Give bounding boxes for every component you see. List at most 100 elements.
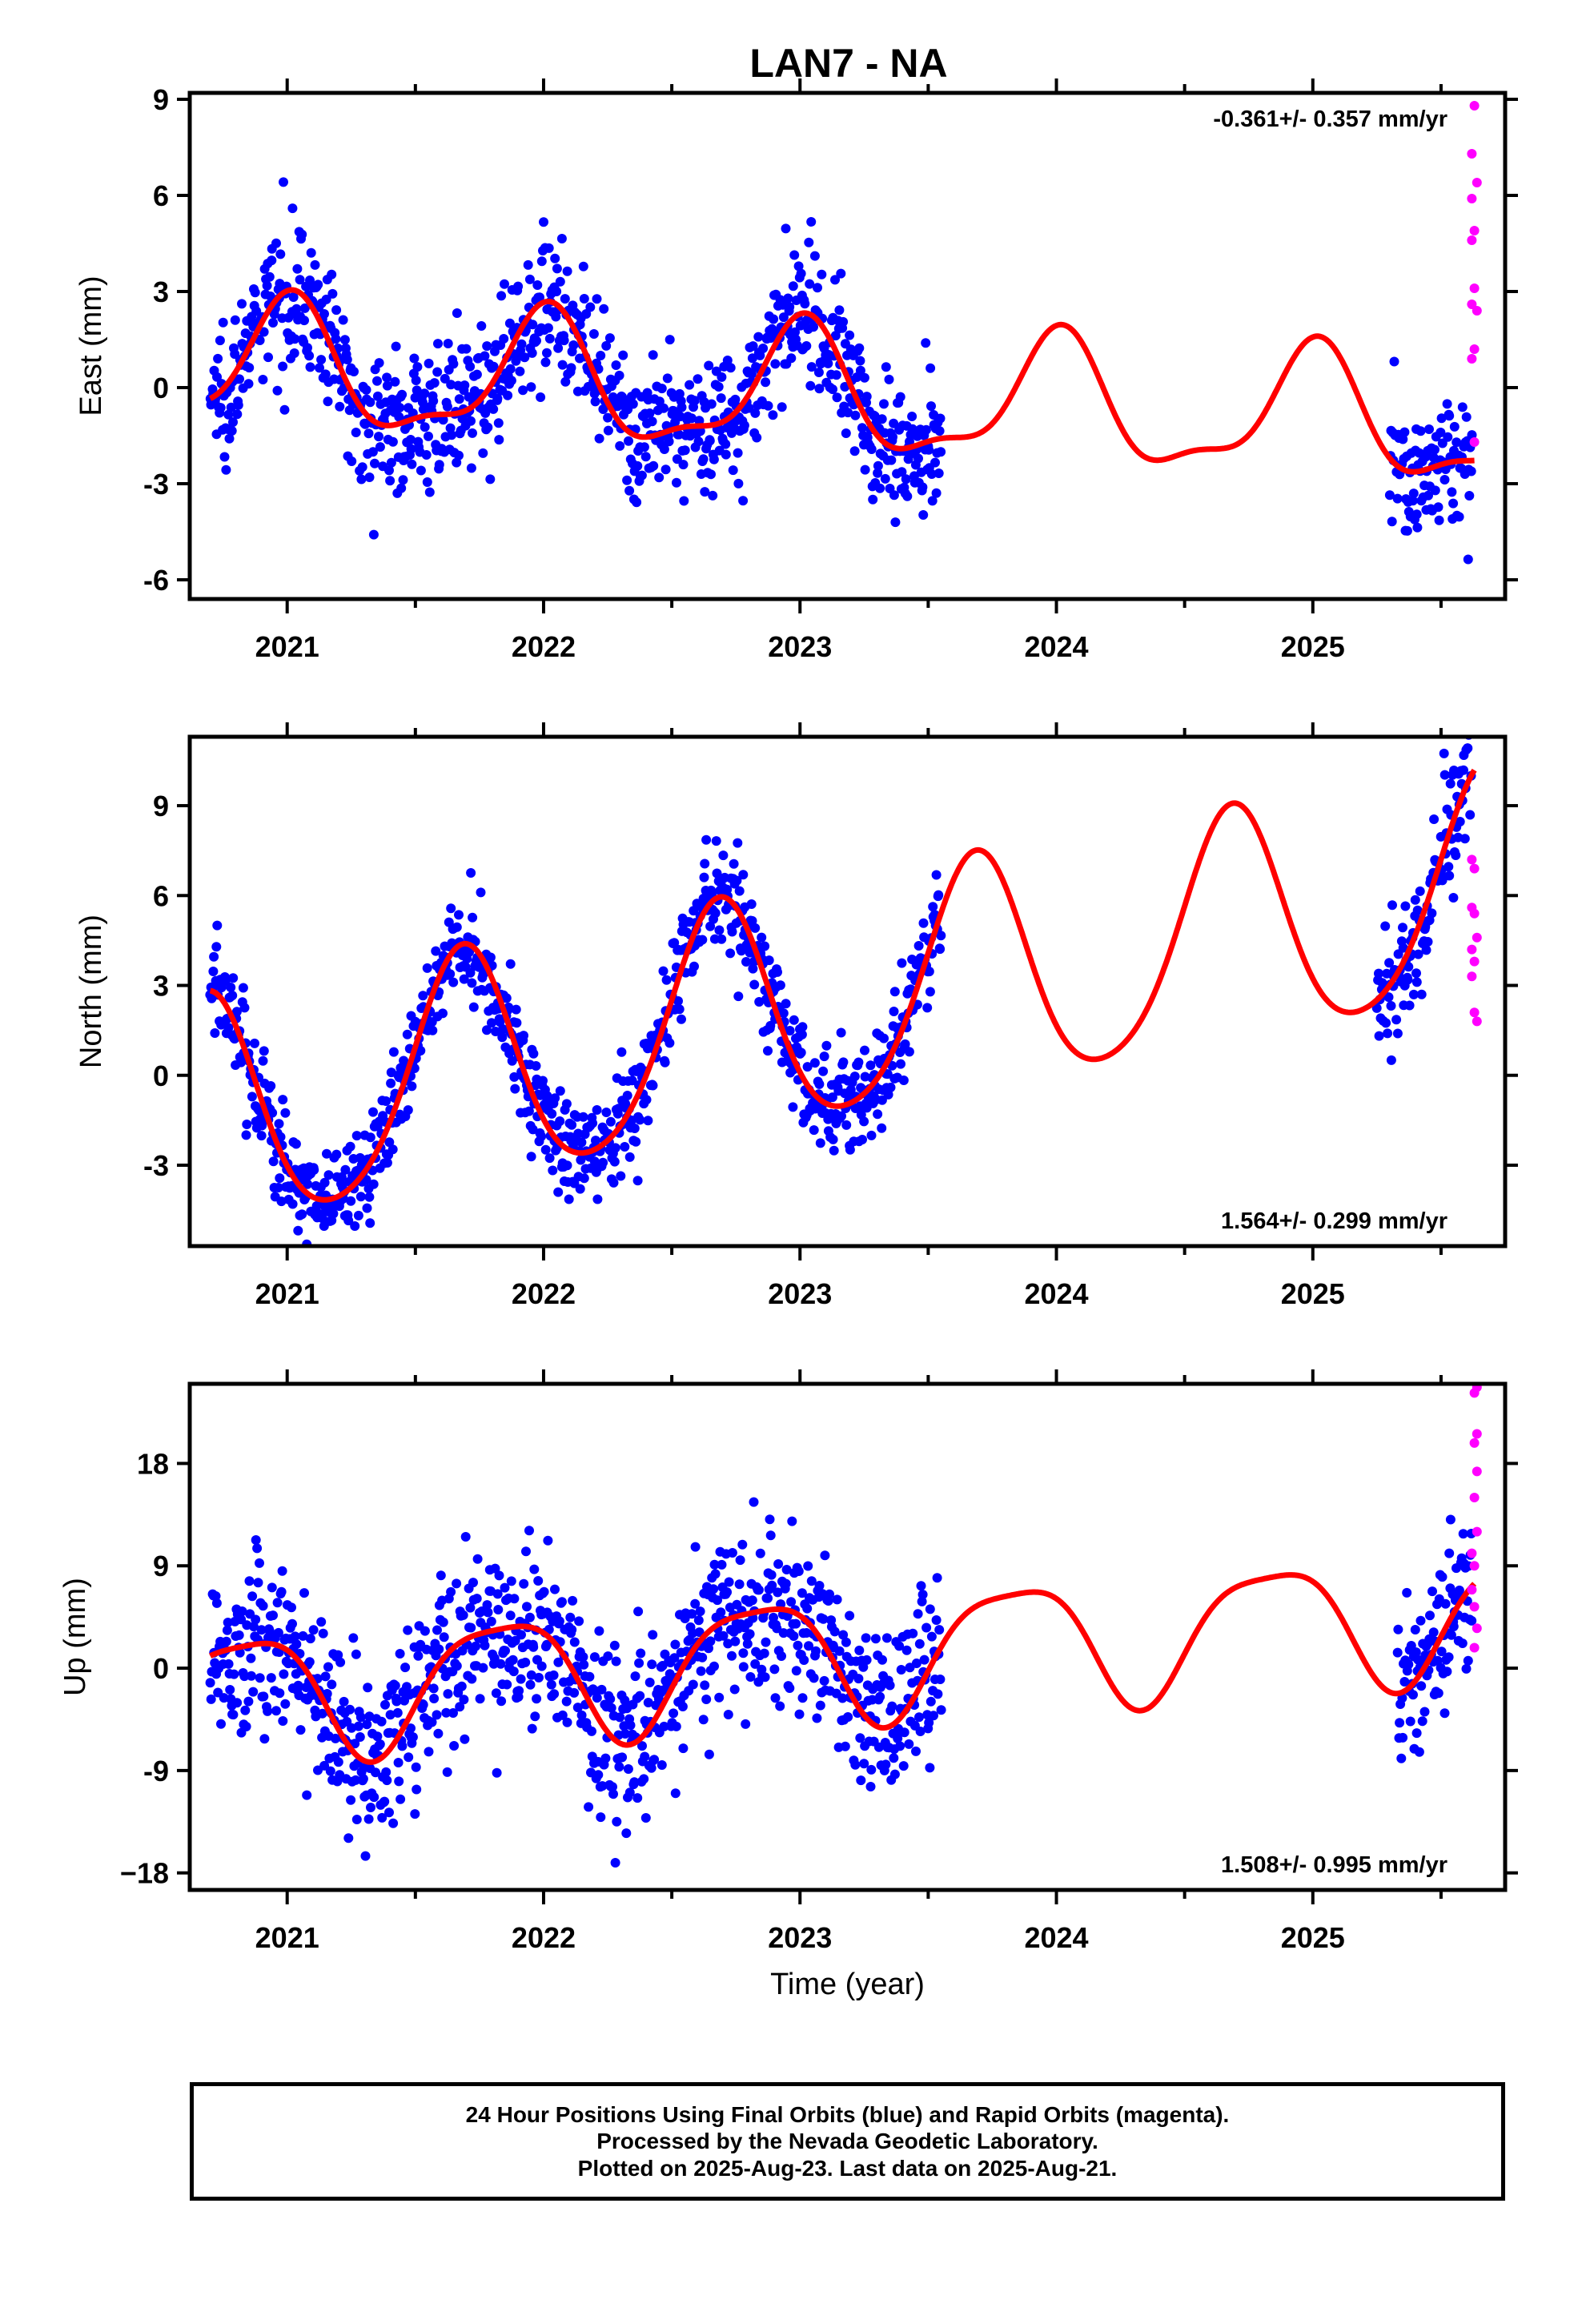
final-orbit-point — [406, 1723, 416, 1734]
final-orbit-point — [255, 1673, 265, 1683]
final-orbit-point — [713, 1595, 722, 1606]
final-orbit-point — [931, 1615, 942, 1625]
final-orbit-point — [364, 1192, 375, 1202]
final-orbit-point — [694, 1627, 705, 1638]
final-orbit-point — [1383, 992, 1394, 1003]
final-orbit-point — [921, 338, 931, 348]
final-orbit-point — [1448, 1622, 1459, 1631]
final-orbit-point — [721, 449, 731, 460]
y-tick-label: 9 — [153, 1550, 169, 1582]
final-orbit-point — [898, 1076, 909, 1085]
final-orbit-point — [247, 1591, 258, 1602]
final-orbit-point — [243, 1696, 254, 1707]
final-orbit-point — [472, 1554, 483, 1564]
final-orbit-point — [830, 275, 840, 285]
final-orbit-point — [935, 1675, 946, 1684]
final-orbit-point — [859, 372, 869, 383]
final-orbit-point — [1439, 770, 1450, 780]
final-orbit-point — [321, 294, 331, 304]
y-tick-label: -3 — [143, 468, 169, 501]
final-orbit-point — [392, 1707, 403, 1718]
final-orbit-point — [268, 1610, 278, 1621]
rapid-orbit-point — [1467, 149, 1477, 159]
final-orbit-point — [687, 1609, 697, 1619]
final-orbit-point — [658, 966, 669, 976]
final-orbit-point — [1392, 1647, 1403, 1658]
final-orbit-point — [894, 1641, 905, 1651]
final-orbit-point — [811, 1646, 821, 1656]
final-orbit-point — [926, 401, 936, 412]
final-orbit-point — [1380, 921, 1391, 931]
final-orbit-point — [322, 1148, 331, 1159]
final-orbit-point — [339, 1696, 349, 1707]
final-orbit-point — [889, 1753, 899, 1763]
final-orbit-point — [255, 1558, 264, 1568]
final-orbit-point — [256, 1131, 267, 1141]
final-orbit-point — [596, 1684, 607, 1695]
final-orbit-point — [725, 948, 736, 959]
final-orbit-point — [388, 1047, 399, 1057]
final-orbit-point — [716, 393, 726, 404]
final-orbit-point — [456, 1681, 467, 1691]
final-orbit-point — [1442, 1667, 1452, 1677]
final-orbit-point — [536, 392, 546, 402]
x-tick-label: 2024 — [1024, 630, 1088, 663]
final-orbit-point — [1396, 1753, 1407, 1763]
final-orbit-point — [717, 1559, 727, 1570]
final-orbit-point — [777, 402, 787, 412]
final-orbit-point — [624, 436, 633, 446]
final-orbit-point — [873, 1109, 883, 1120]
final-orbit-point — [1414, 1747, 1424, 1757]
final-orbit-point — [387, 436, 398, 447]
final-orbit-point — [599, 304, 609, 314]
final-orbit-point — [677, 1702, 688, 1711]
final-orbit-point — [345, 1141, 355, 1152]
final-orbit-point — [396, 483, 407, 493]
final-orbit-point — [350, 1221, 360, 1231]
final-orbit-point — [291, 304, 302, 314]
final-orbit-point — [448, 977, 459, 987]
final-orbit-point — [489, 1653, 500, 1663]
final-orbit-point — [1443, 432, 1453, 442]
final-orbit-point — [546, 1679, 556, 1690]
final-orbit-point — [1387, 517, 1397, 527]
final-orbit-point — [755, 1548, 765, 1558]
final-orbit-point — [788, 281, 798, 292]
final-orbit-point — [227, 991, 238, 1001]
y-tick-label: 3 — [153, 275, 169, 308]
final-orbit-point — [309, 1164, 319, 1175]
final-orbit-point — [904, 1739, 914, 1749]
final-orbit-point — [438, 1617, 448, 1627]
final-orbit-point — [322, 1689, 332, 1699]
final-orbit-point — [384, 1807, 394, 1818]
final-orbit-point — [866, 1130, 877, 1140]
final-orbit-point — [841, 428, 851, 438]
final-orbit-point — [1384, 958, 1395, 968]
final-orbit-point — [701, 834, 712, 845]
final-orbit-point — [559, 336, 569, 346]
final-orbit-point — [422, 477, 432, 487]
final-orbit-point — [565, 1612, 576, 1622]
final-orbit-point — [351, 428, 361, 437]
final-orbit-point — [455, 1702, 465, 1712]
final-orbit-point — [266, 1673, 276, 1683]
final-orbit-point — [411, 1762, 421, 1772]
final-orbit-point — [319, 309, 329, 319]
final-orbit-point — [572, 1703, 583, 1713]
final-orbit-point — [647, 1659, 657, 1670]
final-orbit-point — [561, 1099, 572, 1109]
final-orbit-point — [700, 858, 710, 869]
final-orbit-point — [1464, 491, 1475, 501]
final-orbit-point — [717, 934, 727, 944]
rapid-orbit-point — [1472, 1623, 1482, 1634]
final-orbit-point — [492, 1589, 503, 1599]
final-orbit-point — [500, 279, 509, 289]
final-orbit-point — [213, 353, 223, 364]
final-orbit-point — [406, 444, 416, 454]
final-orbit-point — [631, 1136, 641, 1147]
final-orbit-point — [925, 987, 935, 997]
final-orbit-point — [630, 1671, 640, 1682]
final-orbit-point — [660, 1057, 670, 1068]
final-orbit-point — [818, 1614, 829, 1624]
final-orbit-point — [223, 409, 234, 420]
